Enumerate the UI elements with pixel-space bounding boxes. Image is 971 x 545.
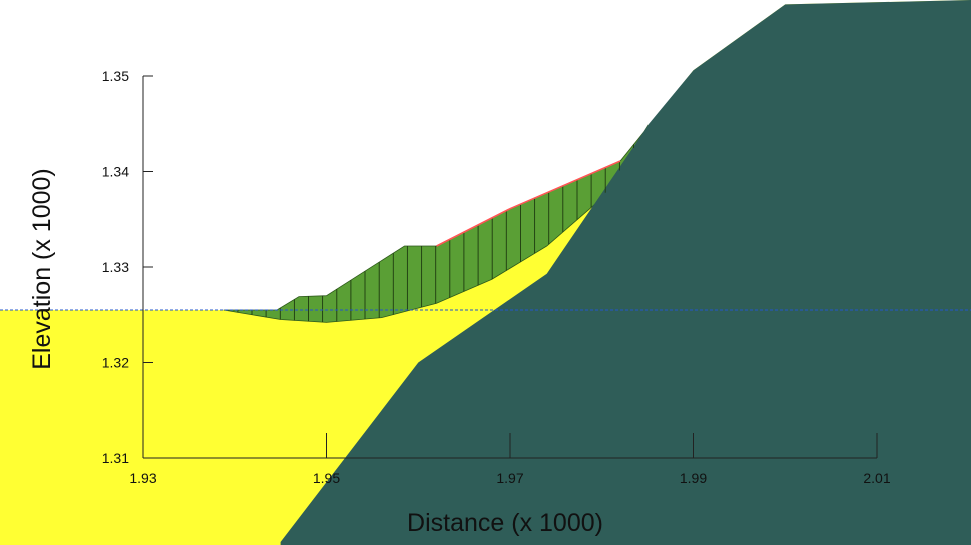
y-tick-label: 1.34: [102, 164, 129, 180]
y-tick-label: 1.33: [102, 259, 129, 275]
x-tick-label: 2.01: [863, 470, 890, 486]
slip-mass-slices: [237, 144, 634, 323]
y-tick-label: 1.31: [102, 450, 129, 466]
x-tick-label: 1.97: [496, 470, 523, 486]
x-tick-label: 1.93: [129, 470, 156, 486]
y-axis-title: Elevation (x 1000): [28, 168, 56, 370]
surface-lines: [0, 160, 971, 311]
y-tick-label: 1.35: [102, 68, 129, 84]
x-axis-title: Distance (x 1000): [407, 509, 603, 537]
bedrock-region: [280, 0, 971, 545]
x-tick-label: 1.95: [313, 470, 340, 486]
axes: 1.31 1.32 1.33 1.34 1.35 1.93 1.95 1.97 1.99 2.01: [102, 68, 891, 486]
y-tick-label: 1.32: [102, 355, 129, 371]
x-tick-label: 1.99: [680, 470, 707, 486]
ground-surface-line: [436, 160, 621, 247]
